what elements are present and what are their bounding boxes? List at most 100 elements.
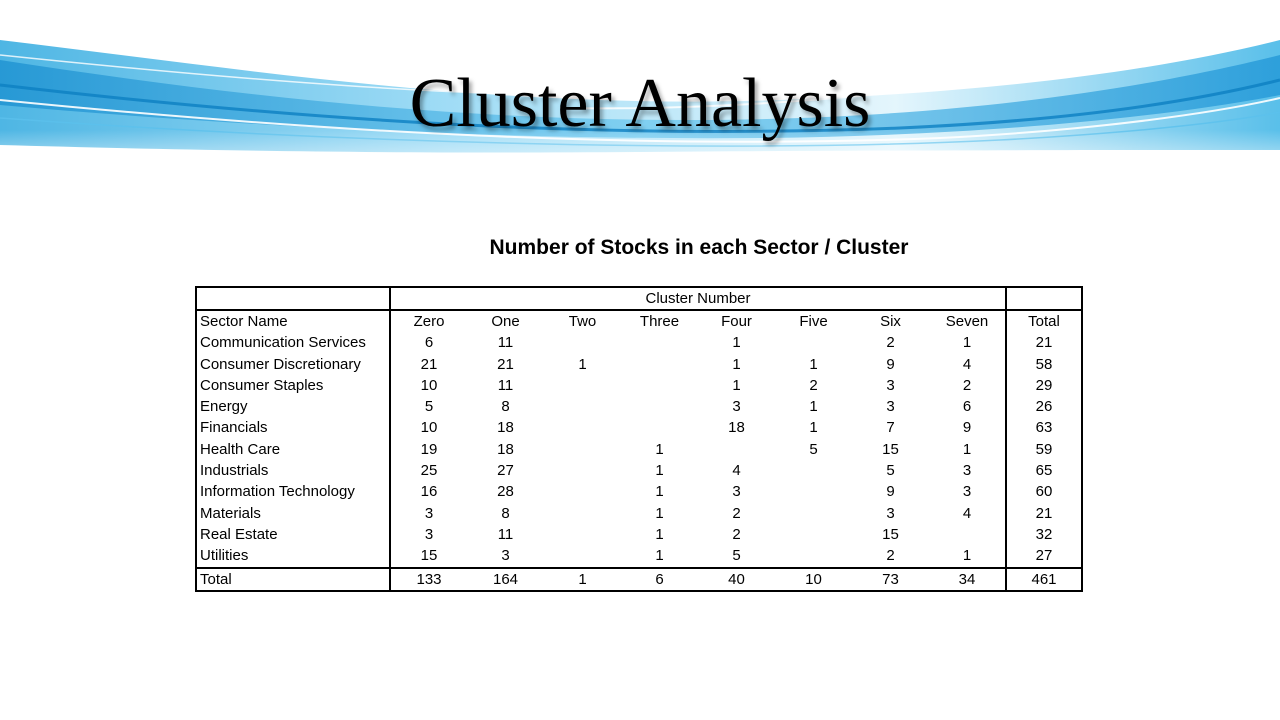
count-cell: 27: [497, 462, 514, 480]
table-row: Materials 3 8 1 2 3 4 21: [196, 502, 1082, 525]
count-cell: 1: [578, 355, 587, 373]
count-cell: 11: [497, 334, 514, 352]
count-cell: 3: [732, 483, 741, 501]
sector-name-cell: Energy: [200, 398, 248, 416]
count-cell: 10: [389, 375, 467, 397]
count-cell: 3: [886, 504, 895, 522]
count-cell: 2: [962, 376, 972, 394]
count-cell: [621, 418, 698, 439]
cluster-number-header: Cluster Number: [389, 287, 1006, 311]
count-cell: [544, 460, 621, 481]
column-header: Total: [1005, 309, 1082, 333]
total-cell: 21: [1005, 502, 1082, 525]
count-cell: 3: [962, 462, 972, 480]
sector-name-cell: Total: [196, 566, 390, 592]
table-row: Consumer Staples 10 11 1 2 3 2 29: [196, 375, 1082, 397]
count-cell: [621, 333, 698, 354]
group-header-row: Cluster Number: [196, 287, 1082, 311]
column-header-row: Sector Name Zero One Two Three Four Five…: [196, 309, 1082, 333]
count-cell: 133: [389, 566, 467, 592]
count-cell: [775, 333, 852, 354]
column-header: Seven: [929, 309, 1006, 333]
count-cell: 1: [655, 547, 664, 565]
count-cell: 2: [732, 504, 741, 522]
table-row: Utilities 15 3 1 5 2 1 27: [196, 545, 1082, 568]
count-cell: 2: [732, 525, 741, 543]
count-cell: [544, 439, 621, 460]
table-row: Energy 5 8 3 1 3 6 26: [196, 396, 1082, 418]
count-cell: 8: [501, 504, 510, 522]
count-cell: [698, 439, 775, 460]
count-cell: 18: [728, 419, 745, 437]
table-row: Industrials 25 27 1 4 5 3 65: [196, 460, 1082, 482]
total-cell: 59: [1005, 439, 1082, 461]
count-cell: [775, 524, 852, 545]
column-header: Five: [775, 309, 852, 333]
count-cell: 15: [882, 525, 899, 543]
count-cell: 5: [732, 547, 741, 565]
count-cell: 4: [732, 462, 741, 480]
count-cell: 3: [886, 398, 895, 416]
count-cell: 1: [732, 376, 741, 394]
count-cell: [544, 375, 621, 396]
count-cell: 3: [389, 524, 467, 546]
count-cell: 73: [852, 566, 929, 592]
count-cell: [544, 524, 621, 545]
total-cell: 65: [1005, 460, 1082, 482]
table-row: Real Estate 3 11 1 2 15 32: [196, 524, 1082, 546]
column-header: Zero: [389, 309, 467, 333]
count-cell: 16: [389, 481, 467, 503]
column-header: Sector Name: [196, 309, 390, 333]
sector-name-cell: Industrials: [200, 462, 269, 480]
count-cell: 2: [886, 334, 895, 352]
total-cell: 27: [1005, 545, 1082, 568]
count-cell: 6: [389, 332, 467, 354]
slide-title: Cluster Analysis: [409, 65, 871, 142]
count-cell: 1: [544, 566, 621, 592]
count-cell: [775, 503, 852, 524]
total-cell: 461: [1005, 566, 1082, 592]
count-cell: 15: [882, 440, 899, 458]
total-cell: 32: [1005, 524, 1082, 546]
count-cell: [544, 396, 621, 417]
sector-name-cell: Financials: [200, 419, 268, 437]
count-cell: [544, 482, 621, 503]
count-cell: 3: [389, 502, 467, 525]
wave-banner: [0, 29, 1280, 190]
count-cell: [775, 460, 852, 481]
count-cell: 1: [655, 440, 664, 458]
count-cell: 9: [962, 419, 972, 437]
count-cell: 5: [809, 440, 818, 458]
column-header: Four: [698, 309, 775, 333]
count-cell: 10: [389, 417, 467, 440]
sector-name-cell: Health Care: [200, 440, 281, 458]
count-cell: 1: [809, 355, 818, 373]
count-cell: 4: [962, 504, 972, 522]
count-cell: 1: [655, 483, 664, 501]
table-row: Consumer Discretionary 21 21 1 1 1 9 4 58: [196, 353, 1082, 376]
sector-name-cell: Consumer Discretionary: [200, 355, 361, 373]
count-cell: 28: [497, 483, 514, 501]
count-cell: 11: [497, 376, 514, 394]
sector-cluster-table: Cluster Number Sector Name Zero One Two …: [195, 286, 1083, 593]
count-cell: 11: [497, 525, 514, 543]
count-cell: 3: [732, 398, 741, 416]
sector-name-cell: Consumer Staples: [200, 376, 324, 394]
count-cell: 40: [698, 566, 775, 592]
count-cell: 21: [389, 353, 467, 376]
count-cell: 164: [467, 566, 544, 592]
total-row: Total 133 164 1 6 40 10 73 34 461: [196, 566, 1082, 592]
sector-name-cell: Materials: [200, 504, 261, 522]
table-heading: Number of Stocks in each Sector / Cluste…: [489, 236, 909, 259]
count-cell: 18: [497, 419, 514, 437]
column-header: Three: [621, 309, 698, 333]
count-cell: 1: [732, 355, 741, 373]
total-cell: 21: [1005, 332, 1082, 354]
count-cell: 1: [962, 547, 972, 565]
count-cell: [929, 524, 1006, 545]
count-cell: 34: [929, 566, 1006, 592]
empty-cell: [1005, 287, 1082, 311]
count-cell: [775, 546, 852, 568]
count-cell: 9: [886, 483, 895, 501]
count-cell: 1: [655, 525, 664, 543]
